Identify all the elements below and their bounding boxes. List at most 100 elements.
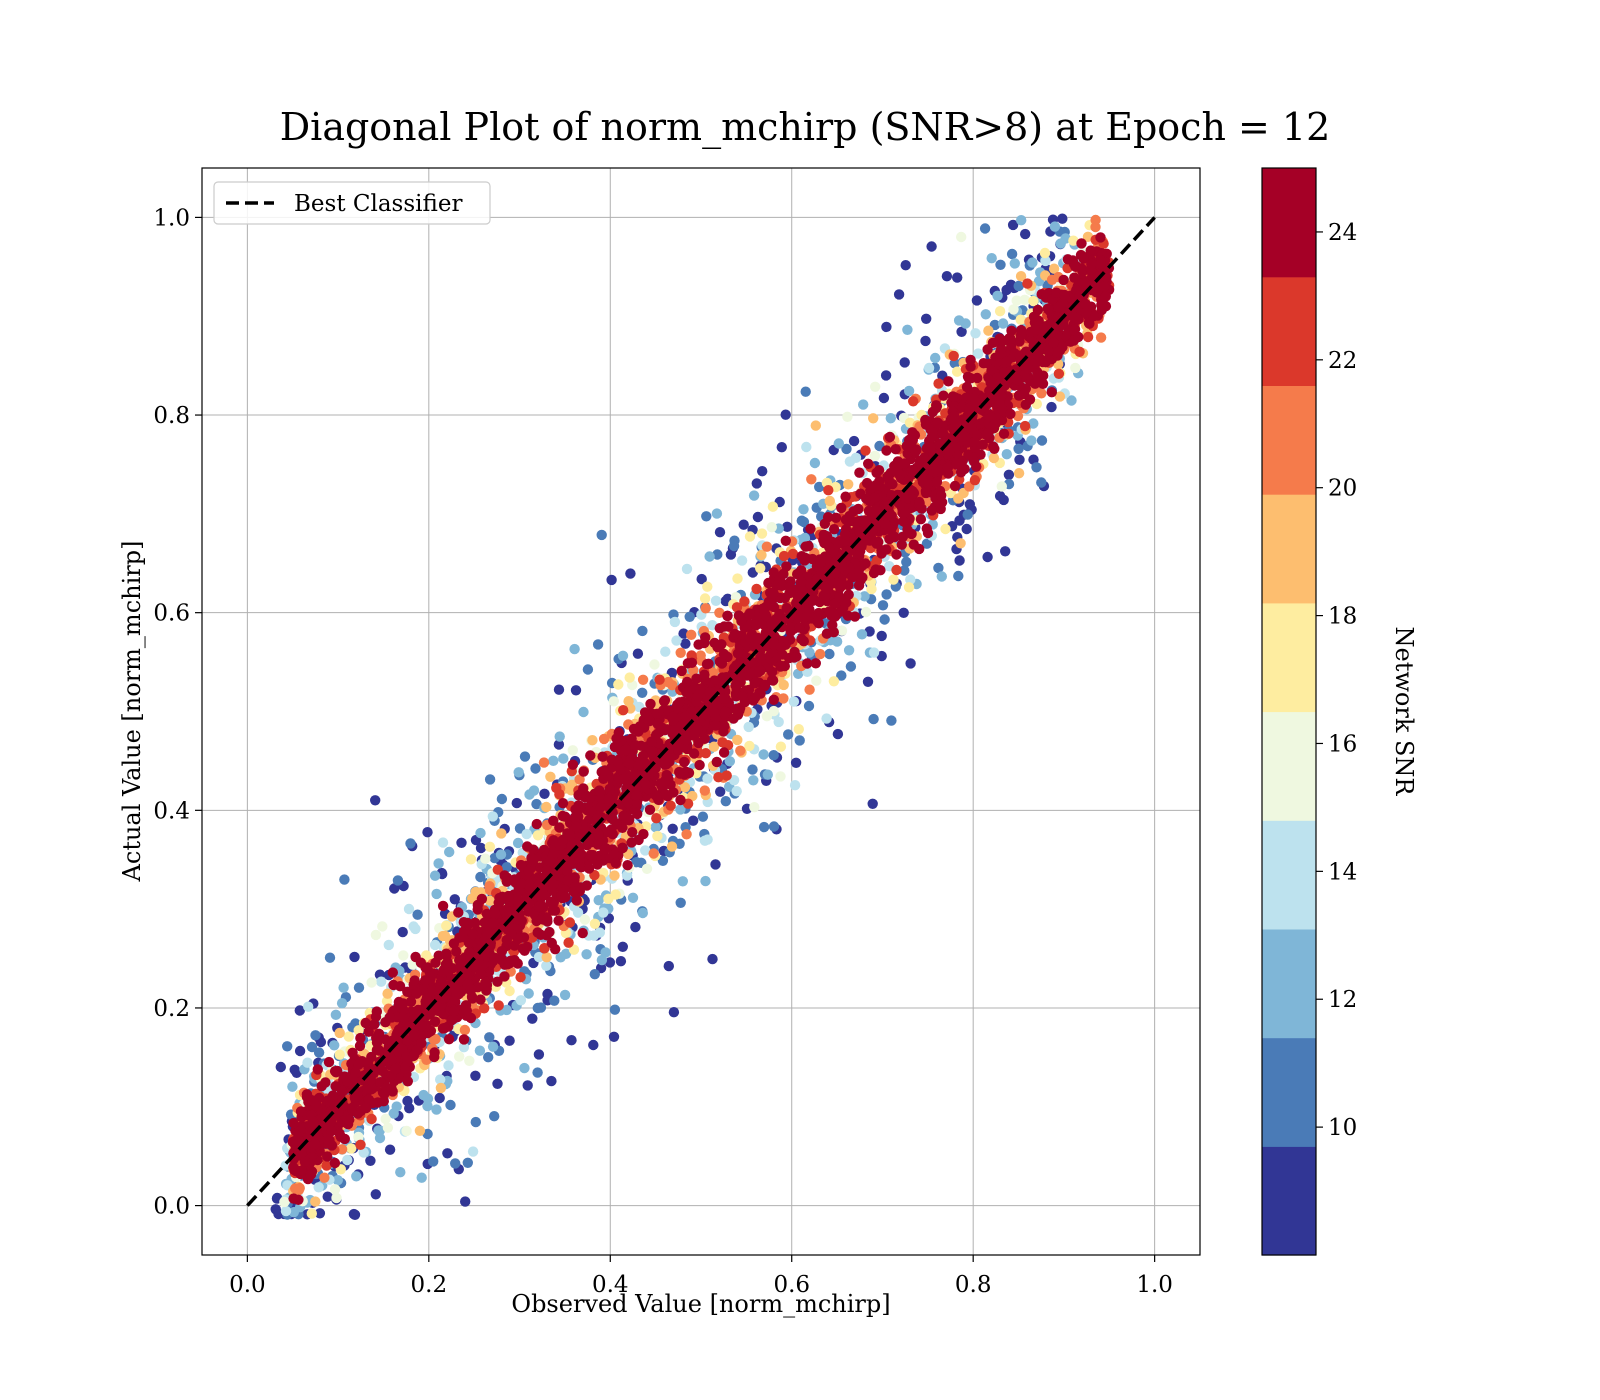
scatter-point bbox=[448, 938, 460, 949]
scatter-point bbox=[422, 827, 433, 838]
scatter-point bbox=[868, 647, 880, 658]
scatter-point bbox=[630, 921, 641, 933]
scatter-point bbox=[761, 541, 773, 552]
scatter-point bbox=[1006, 248, 1018, 260]
scatter-point bbox=[903, 385, 915, 397]
scatter-point bbox=[788, 652, 800, 663]
scatter-point bbox=[434, 1092, 445, 1104]
scatter-point bbox=[617, 650, 629, 661]
scatter-point bbox=[776, 442, 787, 453]
scatter-point bbox=[464, 1055, 475, 1067]
scatter-point bbox=[373, 1125, 384, 1136]
scatter-point bbox=[548, 755, 559, 766]
scatter-point bbox=[793, 668, 804, 679]
scatter-point bbox=[475, 842, 487, 854]
scatter-point bbox=[501, 862, 512, 873]
scatter-point bbox=[891, 564, 902, 576]
scatter-point bbox=[532, 1067, 543, 1078]
scatter-point bbox=[484, 1032, 495, 1043]
scatter-point bbox=[994, 306, 1006, 317]
scatter-point bbox=[560, 948, 572, 959]
scatter-point bbox=[775, 771, 786, 782]
scatter-point bbox=[868, 713, 879, 725]
scatter-point bbox=[667, 823, 678, 834]
scatter-point bbox=[802, 658, 813, 669]
scatter-point bbox=[404, 1103, 415, 1114]
scatter-point bbox=[476, 893, 488, 905]
scatter-point bbox=[519, 1062, 530, 1074]
scatter-point bbox=[303, 1001, 314, 1012]
scatter-point bbox=[836, 670, 847, 681]
scatter-point bbox=[1036, 388, 1047, 399]
scatter-point bbox=[349, 1209, 361, 1221]
scatter-point bbox=[1000, 546, 1011, 557]
scatter-point bbox=[360, 1017, 371, 1029]
scatter-point bbox=[651, 813, 662, 824]
scatter-point bbox=[954, 555, 965, 566]
scatter-point bbox=[321, 1160, 332, 1171]
scatter-point bbox=[947, 391, 959, 402]
scatter-point bbox=[429, 1016, 441, 1027]
scatter-point bbox=[499, 971, 510, 982]
scatter-point bbox=[1022, 278, 1033, 289]
scatter-point bbox=[319, 1172, 330, 1183]
scatter-point bbox=[443, 1060, 454, 1071]
scatter-point bbox=[324, 952, 336, 963]
scatter-point bbox=[558, 753, 569, 764]
scatter-point bbox=[881, 445, 892, 456]
scatter-point bbox=[961, 381, 973, 393]
scatter-point bbox=[428, 1156, 439, 1167]
scatter-point bbox=[1013, 280, 1024, 292]
scatter-point bbox=[429, 939, 441, 951]
scatter-point bbox=[596, 954, 608, 966]
scatter-point bbox=[686, 629, 697, 640]
scatter-point bbox=[1054, 391, 1066, 402]
scatter-point bbox=[992, 290, 1003, 301]
scatter-point bbox=[322, 1191, 333, 1202]
scatter-point bbox=[566, 785, 577, 796]
scatter-point bbox=[868, 413, 879, 424]
scatter-point bbox=[637, 674, 649, 685]
scatter-point bbox=[713, 772, 724, 783]
scatter-point bbox=[465, 854, 477, 865]
scatter-point bbox=[962, 509, 973, 520]
scatter-point bbox=[747, 764, 758, 775]
scatter-point bbox=[403, 903, 415, 915]
scatter-point bbox=[479, 1003, 490, 1014]
scatter-point bbox=[665, 800, 676, 811]
scatter-point bbox=[908, 396, 919, 407]
scatter-point bbox=[681, 563, 693, 575]
scatter-point bbox=[454, 1051, 465, 1062]
scatter-point bbox=[707, 953, 718, 965]
scatter-point bbox=[524, 789, 535, 800]
scatter-point bbox=[756, 549, 767, 561]
scatter-point bbox=[370, 1189, 381, 1200]
scatter-point bbox=[843, 589, 854, 600]
scatter-point bbox=[877, 600, 889, 611]
scatter-point bbox=[606, 574, 617, 586]
scatter-point bbox=[721, 770, 732, 781]
scatter-point bbox=[449, 894, 460, 905]
scatter-point bbox=[392, 875, 404, 886]
scatter-point bbox=[933, 378, 944, 389]
scatter-point bbox=[418, 1089, 429, 1101]
scatter-point bbox=[541, 960, 552, 971]
scatter-point bbox=[539, 788, 550, 799]
scatter-point bbox=[470, 1070, 481, 1082]
scatter-point bbox=[279, 1196, 290, 1208]
scatter-point bbox=[715, 786, 726, 797]
scatter-point bbox=[397, 926, 408, 938]
scatter-point bbox=[329, 1184, 341, 1195]
scatter-point bbox=[641, 863, 653, 874]
scatter-point bbox=[858, 399, 869, 410]
scatter-point bbox=[952, 272, 963, 283]
scatter-point bbox=[541, 801, 552, 813]
scatter-point bbox=[943, 376, 954, 387]
scatter-point bbox=[484, 841, 496, 852]
scatter-point bbox=[663, 676, 674, 688]
scatter-point bbox=[700, 603, 711, 614]
scatter-point bbox=[579, 914, 591, 925]
scatter-point bbox=[806, 474, 817, 485]
scatter-point bbox=[1058, 274, 1069, 286]
scatter-point bbox=[596, 529, 607, 541]
